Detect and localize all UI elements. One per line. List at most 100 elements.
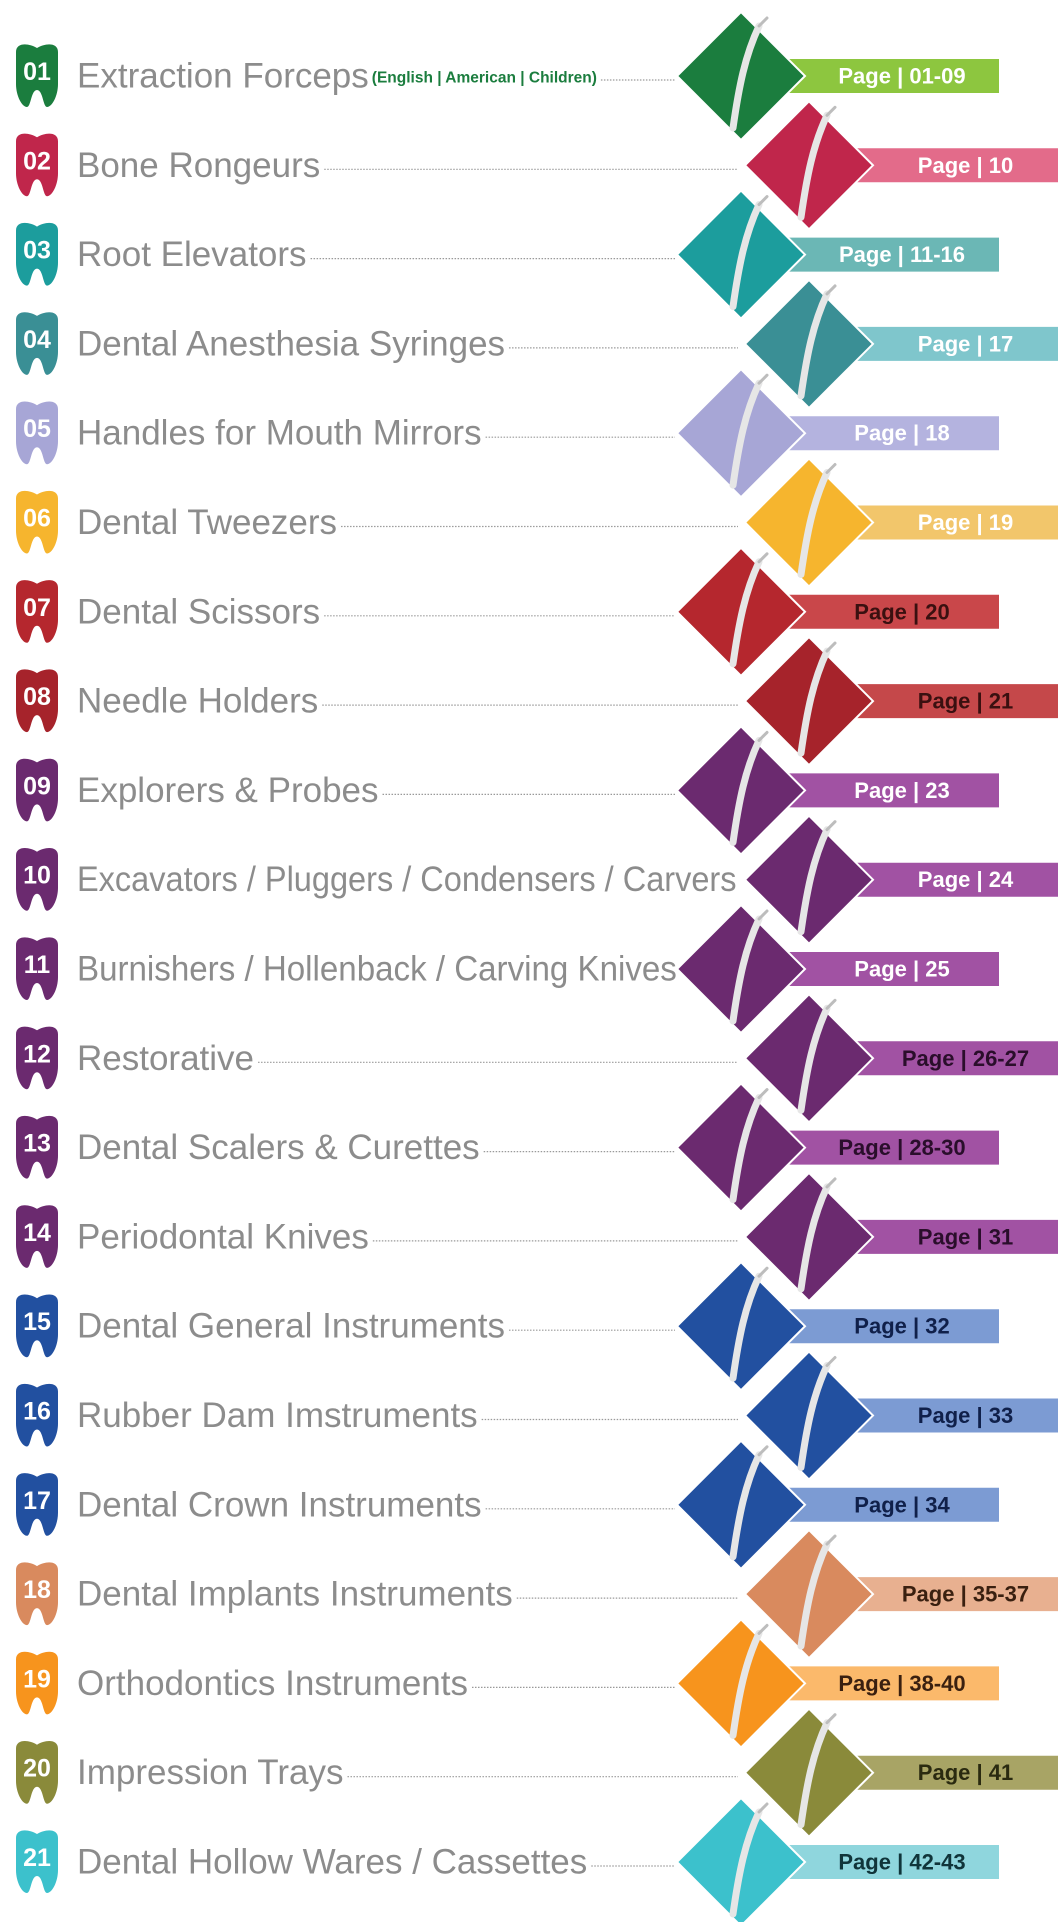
toc-row: 07Dental ScissorsPage | 20 bbox=[16, 548, 999, 676]
instrument-image-tip bbox=[759, 1268, 767, 1276]
instrument-image-tip bbox=[827, 822, 835, 830]
page-label: Page | 34 bbox=[854, 1492, 950, 1517]
toc-row: 04 Dental Anesthesia Syringes Page | 17 bbox=[16, 280, 1058, 408]
instrument-image-tip bbox=[759, 18, 767, 26]
page-label: Page | 17 bbox=[918, 331, 1013, 356]
item-title: Dental Tweezers bbox=[77, 503, 337, 542]
item-number: 05 bbox=[23, 415, 51, 443]
instrument-image-tip bbox=[827, 1715, 835, 1723]
instrument-image-tip bbox=[759, 375, 767, 383]
page-label: Page | 18 bbox=[854, 421, 949, 446]
item-number: 15 bbox=[23, 1308, 51, 1336]
page: 01 Extraction Forceps(English | American … bbox=[0, 0, 1058, 1922]
toc-row: 05 Handles for Mouth Mirrors Page | 18 bbox=[16, 369, 999, 497]
item-title: Dental Anesthesia Syringes bbox=[77, 324, 505, 363]
item-number: 03 bbox=[23, 237, 51, 265]
instrument-image-tip bbox=[759, 197, 767, 205]
item-number: 06 bbox=[23, 505, 51, 533]
instrument-image-tip bbox=[759, 1447, 767, 1455]
item-title: Rubber Dam Imstruments bbox=[77, 1396, 478, 1435]
item-title: Orthodontics Instruments bbox=[77, 1664, 468, 1703]
item-title: Dental Hollow Wares / Cassettes bbox=[77, 1843, 587, 1882]
item-number: 20 bbox=[23, 1755, 51, 1783]
toc-row: 13 Dental Scalers & Curettes Page | 28-30 bbox=[16, 1084, 999, 1212]
item-number: 16 bbox=[23, 1398, 51, 1426]
instrument-image-tip bbox=[827, 465, 835, 473]
toc-row: 20 Impression Trays Page | 41 bbox=[16, 1709, 1058, 1837]
item-number: 11 bbox=[24, 951, 51, 979]
instrument-image-tip bbox=[759, 1625, 767, 1633]
item-number: 04 bbox=[23, 326, 51, 354]
item-number: 09 bbox=[23, 772, 51, 800]
item-number: 13 bbox=[23, 1130, 51, 1158]
item-title: Needle Holders bbox=[77, 682, 318, 721]
instrument-image-tip bbox=[827, 1179, 835, 1187]
item-title: Dental Scalers & Curettes bbox=[77, 1128, 480, 1167]
page-label: Page | 28-30 bbox=[838, 1135, 965, 1160]
page-label: Page | 21 bbox=[918, 689, 1013, 714]
toc-row: 14 Periodontal Knives Page | 31 bbox=[16, 1173, 1058, 1301]
page-label: Page | 31 bbox=[918, 1224, 1013, 1249]
item-title: Periodontal Knives bbox=[77, 1217, 369, 1256]
toc-row: 01 Extraction Forceps(English | American … bbox=[16, 12, 999, 140]
item-number: 19 bbox=[23, 1665, 51, 1693]
item-title: Restorative bbox=[77, 1039, 254, 1078]
instrument-image-tip bbox=[759, 1090, 767, 1098]
instrument-image-tip bbox=[827, 1536, 835, 1544]
toc-row: 12 Restorative Page | 26-27 bbox=[16, 994, 1058, 1122]
item-number: 14 bbox=[23, 1219, 51, 1247]
item-subtitle: (English | American | Children) bbox=[372, 70, 597, 87]
item-number: 08 bbox=[23, 683, 51, 711]
toc-row: 06 Dental Tweezers Page | 19 bbox=[16, 459, 1058, 587]
item-number: 02 bbox=[23, 147, 51, 175]
item-number: 01 bbox=[23, 58, 51, 86]
item-title: Excavators / Pluggers / Condensers / Car… bbox=[77, 860, 737, 899]
instrument-image-tip bbox=[827, 643, 835, 651]
toc-row: 21 Dental Hollow Wares / Cassettes Page | … bbox=[16, 1798, 999, 1922]
page-label: Page | 11-16 bbox=[839, 242, 965, 267]
toc-row: 10 Excavators / Pluggers / Condensers / C… bbox=[16, 816, 1058, 944]
page-label: Page | 35-37 bbox=[902, 1582, 1029, 1607]
toc-row: 19 Orthodontics Instruments Page | 38-40 bbox=[16, 1619, 999, 1747]
item-number: 10 bbox=[23, 862, 51, 890]
toc-row: 15Dental General InstrumentsPage | 32 bbox=[16, 1262, 999, 1390]
instrument-image-tip bbox=[827, 107, 835, 115]
instrument-image-tip bbox=[827, 286, 835, 294]
page-label: Page | 26-27 bbox=[902, 1046, 1029, 1071]
item-number: 17 bbox=[23, 1487, 51, 1515]
page-label: Page | 19 bbox=[918, 510, 1013, 535]
page-label: Page | 10 bbox=[918, 153, 1013, 178]
toc-row: 09 Explorers & Probes Page | 23 bbox=[16, 726, 999, 854]
page-label: Page | 20 bbox=[854, 599, 949, 624]
table-of-contents: 01 Extraction Forceps(English | American … bbox=[0, 0, 1058, 1922]
item-number: 12 bbox=[23, 1040, 51, 1068]
instrument-image-tip bbox=[759, 1804, 767, 1812]
toc-row: 02 Bone Rongeurs Page | 10 bbox=[16, 101, 1058, 229]
item-number: 21 bbox=[23, 1844, 51, 1872]
instrument-image-tip bbox=[759, 732, 767, 740]
item-title: Dental Implants Instruments bbox=[77, 1575, 513, 1614]
item-title: Bone Rongeurs bbox=[77, 146, 320, 185]
item-title: Explorers & Probes bbox=[77, 771, 379, 810]
item-title: Extraction Forceps bbox=[77, 57, 369, 96]
page-label: Page | 42-43 bbox=[838, 1850, 965, 1875]
item-title: Burnishers / Hollenback / Carving Knives bbox=[77, 949, 677, 988]
page-label: Page | 38-40 bbox=[838, 1671, 965, 1696]
page-label: Page | 25 bbox=[854, 957, 949, 982]
page-label: Page | 32 bbox=[854, 1314, 949, 1339]
item-title: Handles for Mouth Mirrors bbox=[77, 414, 482, 453]
instrument-image-tip bbox=[827, 1000, 835, 1008]
instrument-image-tip bbox=[759, 554, 767, 562]
page-label: Page | 23 bbox=[854, 778, 949, 803]
item-number: 07 bbox=[23, 594, 51, 622]
toc-row: 11 Burnishers / Hollenback / Carving Kniv… bbox=[16, 905, 999, 1033]
page-label: Page | 41 bbox=[918, 1760, 1013, 1785]
instrument-image-tip bbox=[827, 1358, 835, 1366]
toc-row: 18 Dental Implants Instruments Page | 35-3… bbox=[16, 1530, 1058, 1658]
item-number: 18 bbox=[23, 1576, 51, 1604]
item-title: Impression Trays bbox=[77, 1753, 343, 1792]
toc-row: 08 Needle Holders Page | 21 bbox=[16, 637, 1058, 765]
page-label: Page | 01-09 bbox=[838, 64, 965, 89]
